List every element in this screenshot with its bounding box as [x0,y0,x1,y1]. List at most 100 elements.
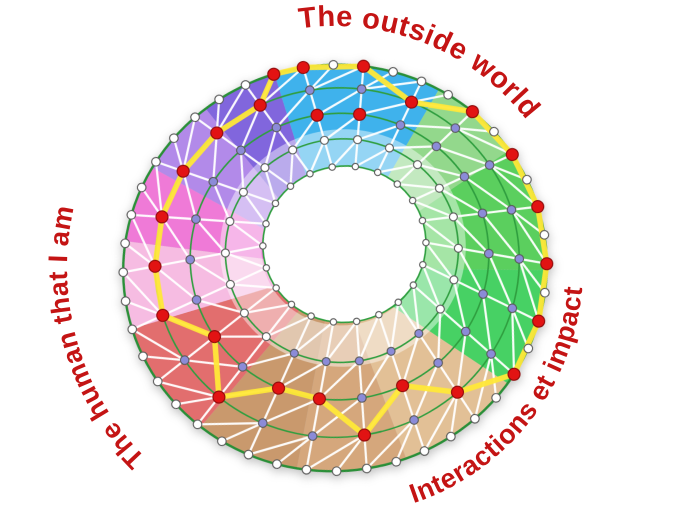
node-rim-1[interactable] [351,162,360,171]
node-o-26[interactable] [243,449,254,460]
node-r2-18[interactable] [155,210,169,224]
node-o-17[interactable] [491,392,501,403]
node-rim-6[interactable] [422,238,430,247]
node-o-34[interactable] [118,267,129,278]
node-o-1[interactable] [328,59,339,70]
node-o-2[interactable] [356,59,371,73]
node-o-3[interactable] [388,66,398,77]
node-o-25[interactable] [272,459,282,470]
node-r4-10[interactable] [386,346,396,356]
node-o-23[interactable] [331,466,342,477]
node-r3-3[interactable] [431,141,442,152]
node-r2-17[interactable] [148,259,162,273]
node-r4-2[interactable] [384,143,394,153]
node-r2-1[interactable] [356,84,367,94]
node-r2-20[interactable] [210,126,224,140]
node-r2-21[interactable] [253,98,267,112]
node-r2-4[interactable] [484,160,495,170]
node-o-39[interactable] [169,133,179,144]
node-o-12[interactable] [540,257,554,271]
node-o-10[interactable] [531,200,545,214]
node-o-30[interactable] [152,376,163,387]
node-r4-18[interactable] [225,216,235,226]
node-r2-6[interactable] [514,254,525,264]
node-r3-11[interactable] [357,393,367,403]
node-r3-6[interactable] [483,248,494,259]
node-r3-8[interactable] [460,326,471,337]
node-rim-5[interactable] [418,216,427,225]
node-r2-0[interactable] [304,85,315,96]
node-r4-9[interactable] [414,328,424,339]
node-r4-8[interactable] [435,304,445,314]
node-o-32[interactable] [127,324,138,335]
node-r4-14[interactable] [261,332,271,342]
node-rim-4[interactable] [408,196,417,205]
node-rim-7[interactable] [419,260,427,269]
node-o-16[interactable] [507,367,521,381]
node-r2-12[interactable] [307,431,318,441]
sector-wedge-tan-dark[interactable] [179,268,365,482]
node-rim-12[interactable] [329,318,338,326]
node-o-28[interactable] [192,419,203,430]
node-o-36[interactable] [126,210,137,220]
node-r4-3[interactable] [412,160,423,170]
node-o-4[interactable] [416,76,427,87]
node-rim-8[interactable] [409,281,418,289]
node-r2-19[interactable] [176,164,190,178]
node-rim-10[interactable] [375,310,383,319]
node-r3-20[interactable] [236,145,246,156]
node-r4-15[interactable] [239,308,249,318]
node-o-7[interactable] [489,126,499,137]
node-r2-11[interactable] [357,428,372,442]
node-r4-21[interactable] [288,145,298,155]
node-r2-3[interactable] [450,123,461,133]
node-o-37[interactable] [136,182,147,193]
node-r4-1[interactable] [353,135,363,145]
node-r4-20[interactable] [260,163,270,173]
node-o-5[interactable] [443,89,453,100]
node-o-9[interactable] [522,174,532,185]
node-r3-12[interactable] [312,392,327,406]
node-rim-11[interactable] [352,317,361,326]
node-o-24[interactable] [301,464,312,475]
node-rim-16[interactable] [262,264,271,272]
node-o-6[interactable] [465,105,480,119]
node-rim-2[interactable] [373,168,382,177]
node-r2-16[interactable] [156,308,170,322]
node-r2-15[interactable] [179,355,190,366]
node-o-18[interactable] [470,413,480,424]
node-r4-17[interactable] [220,248,230,258]
node-rim-3[interactable] [393,180,402,188]
node-o-42[interactable] [240,80,251,90]
node-o-21[interactable] [391,456,402,467]
node-r2-8[interactable] [486,349,496,359]
node-rim-21[interactable] [306,170,314,178]
node-o-41[interactable] [214,94,224,105]
node-r3-1[interactable] [353,107,367,122]
node-o-38[interactable] [151,156,161,167]
node-o-22[interactable] [361,463,372,474]
node-o-0[interactable] [296,60,310,75]
node-o-11[interactable] [539,229,550,240]
node-o-33[interactable] [120,296,131,307]
node-rim-15[interactable] [272,284,280,292]
node-r2-5[interactable] [506,204,517,215]
node-r4-13[interactable] [289,348,299,358]
node-r2-9[interactable] [450,385,465,399]
node-r2-10[interactable] [409,415,419,425]
node-r3-2[interactable] [395,120,406,130]
node-rim-19[interactable] [271,199,280,208]
node-o-14[interactable] [532,314,546,328]
node-r4-5[interactable] [448,212,458,222]
node-o-31[interactable] [138,351,148,362]
node-r3-4[interactable] [459,171,470,182]
node-o-15[interactable] [523,343,534,354]
node-r2-2[interactable] [404,95,419,109]
node-rim-0[interactable] [328,163,336,171]
node-r3-5[interactable] [477,208,488,219]
node-r4-11[interactable] [354,356,364,366]
node-rim-17[interactable] [259,242,267,250]
node-r4-4[interactable] [434,183,444,193]
node-r4-12[interactable] [321,357,331,367]
node-r2-7[interactable] [507,303,518,314]
